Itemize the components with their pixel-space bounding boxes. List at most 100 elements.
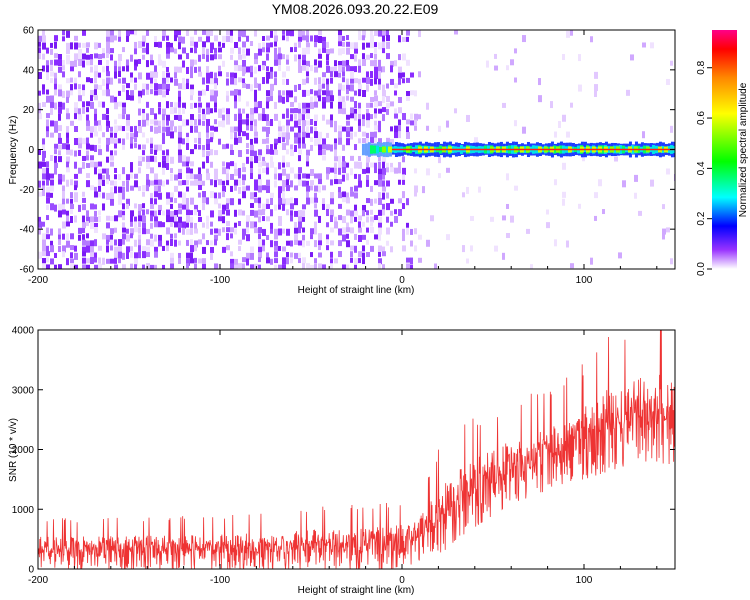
spectrogram-x-ticks: -200 -100 0 100 bbox=[28, 30, 658, 286]
spectrogram-cell bbox=[310, 35, 313, 42]
spectrogram-cell bbox=[282, 30, 285, 35]
spectrogram-cell bbox=[78, 42, 81, 48]
spectrogram-cell bbox=[386, 167, 389, 173]
spectrogram-cell bbox=[142, 54, 145, 60]
spectrogram-cell bbox=[554, 239, 557, 247]
spectrogram-cell bbox=[334, 174, 337, 180]
spectrogram-cell bbox=[274, 41, 277, 47]
spectrogram-cell bbox=[566, 131, 570, 138]
spectrogram-cell bbox=[262, 245, 265, 252]
spectrogram-cell bbox=[42, 263, 46, 269]
spectrogram-cell bbox=[110, 216, 114, 222]
spectrogram-cell bbox=[82, 191, 85, 197]
spectrogram-cell bbox=[274, 143, 277, 150]
spectrogram-cell bbox=[382, 264, 385, 269]
spectrogram-cell bbox=[146, 42, 149, 49]
spectrogram-cell bbox=[170, 221, 173, 227]
spectrogram-cell bbox=[94, 120, 98, 126]
spectrogram-cell bbox=[66, 126, 69, 134]
spectrogram-cell bbox=[306, 71, 309, 77]
spectrogram-cell bbox=[50, 78, 53, 84]
spectrogram-cell bbox=[342, 227, 346, 234]
spectrogram-cell bbox=[162, 167, 165, 175]
spectrogram-cell bbox=[346, 197, 350, 204]
spectrogram-cell bbox=[86, 125, 90, 131]
spectrogram-cell bbox=[42, 161, 46, 167]
spectrogram-cell bbox=[402, 36, 406, 42]
spectrogram-cell bbox=[538, 95, 542, 103]
spectrogram-cell bbox=[174, 114, 178, 120]
spectrogram-cell bbox=[42, 89, 45, 95]
spectrogram-cell bbox=[310, 126, 313, 134]
spectrogram-cell bbox=[162, 90, 166, 98]
spectrogram-cell bbox=[270, 222, 273, 230]
spectrogram-cell bbox=[398, 179, 401, 185]
spectrogram-cell bbox=[158, 59, 162, 66]
spectrogram-cell bbox=[106, 215, 110, 221]
spectrogram-cell bbox=[118, 210, 122, 218]
spectrogram-cell bbox=[246, 252, 250, 260]
spectrogram-cell bbox=[514, 48, 517, 54]
spectrogram-cell bbox=[302, 108, 306, 114]
spectrogram-cell bbox=[234, 162, 237, 170]
spectrogram-cell bbox=[62, 204, 65, 212]
spectrogram-cell bbox=[110, 245, 113, 251]
spectrogram-cell bbox=[306, 240, 310, 246]
spectrogram-cell bbox=[158, 210, 161, 216]
spectrogram-cell bbox=[126, 251, 129, 259]
spectrogram-cell bbox=[590, 36, 593, 43]
spectrogram-cell bbox=[118, 239, 122, 247]
spectrogram-cell bbox=[290, 101, 294, 107]
spectrogram-cell bbox=[306, 132, 310, 138]
spectrogram-cell bbox=[414, 245, 417, 252]
spectrogram-cell bbox=[366, 227, 369, 233]
spectrogram-cell bbox=[258, 155, 261, 161]
spectrogram-cell bbox=[290, 144, 293, 150]
spectrogram-cell bbox=[234, 137, 238, 145]
spectrogram-cell bbox=[214, 53, 217, 60]
spectrogram-cell bbox=[270, 30, 273, 38]
spectrogram-cell bbox=[174, 107, 177, 114]
spectrogram-cell bbox=[206, 102, 210, 108]
spectrogram-cell bbox=[374, 72, 378, 80]
spectrogram-cell bbox=[66, 137, 69, 144]
spectrogram-cell bbox=[50, 132, 54, 138]
spectrogram-cell bbox=[78, 204, 81, 212]
spectrogram-cell bbox=[466, 114, 470, 122]
spectrogram-cell bbox=[150, 215, 153, 222]
spectrogram-cell bbox=[406, 90, 410, 97]
spectrogram-cell bbox=[578, 54, 581, 62]
spectrogram-cell bbox=[74, 197, 78, 203]
spectrogram-cell bbox=[642, 42, 646, 48]
spectrogram-cell bbox=[222, 227, 225, 233]
spectrogram-cell bbox=[222, 35, 226, 42]
spectrogram-cell bbox=[194, 102, 197, 108]
spectrogram-cell bbox=[342, 47, 345, 54]
spectrogram-cell bbox=[70, 120, 74, 126]
spectrogram-tone-band bbox=[372, 145, 376, 154]
spectrogram-cell bbox=[86, 101, 90, 107]
spectrogram-cell bbox=[190, 66, 193, 73]
spectrogram-cell bbox=[330, 215, 333, 223]
spectrogram-cell bbox=[198, 119, 201, 126]
spectrogram-cell bbox=[302, 114, 305, 122]
spectrogram-cell bbox=[158, 234, 162, 241]
spectrogram-cell bbox=[214, 180, 217, 188]
spectrogram-cell bbox=[258, 113, 262, 121]
spectrogram-cell bbox=[362, 35, 365, 41]
spectrogram-cell bbox=[314, 209, 318, 217]
spectrogram-cell bbox=[114, 186, 117, 194]
spectrogram-cell bbox=[278, 186, 282, 194]
spectrogram-cell bbox=[274, 71, 277, 78]
spectrogram-cell bbox=[106, 245, 109, 253]
spectrogram-cell bbox=[182, 36, 185, 44]
spectrogram-cell bbox=[278, 120, 281, 127]
spectrogram-cell bbox=[82, 101, 85, 108]
spectrogram-cell bbox=[662, 204, 665, 210]
spectrogram-cell bbox=[242, 108, 245, 114]
spectrogram-cell bbox=[358, 251, 362, 258]
spectrogram-cell bbox=[290, 167, 294, 174]
spectrogram-cell bbox=[66, 149, 70, 155]
spectrogram-cell bbox=[378, 30, 382, 37]
